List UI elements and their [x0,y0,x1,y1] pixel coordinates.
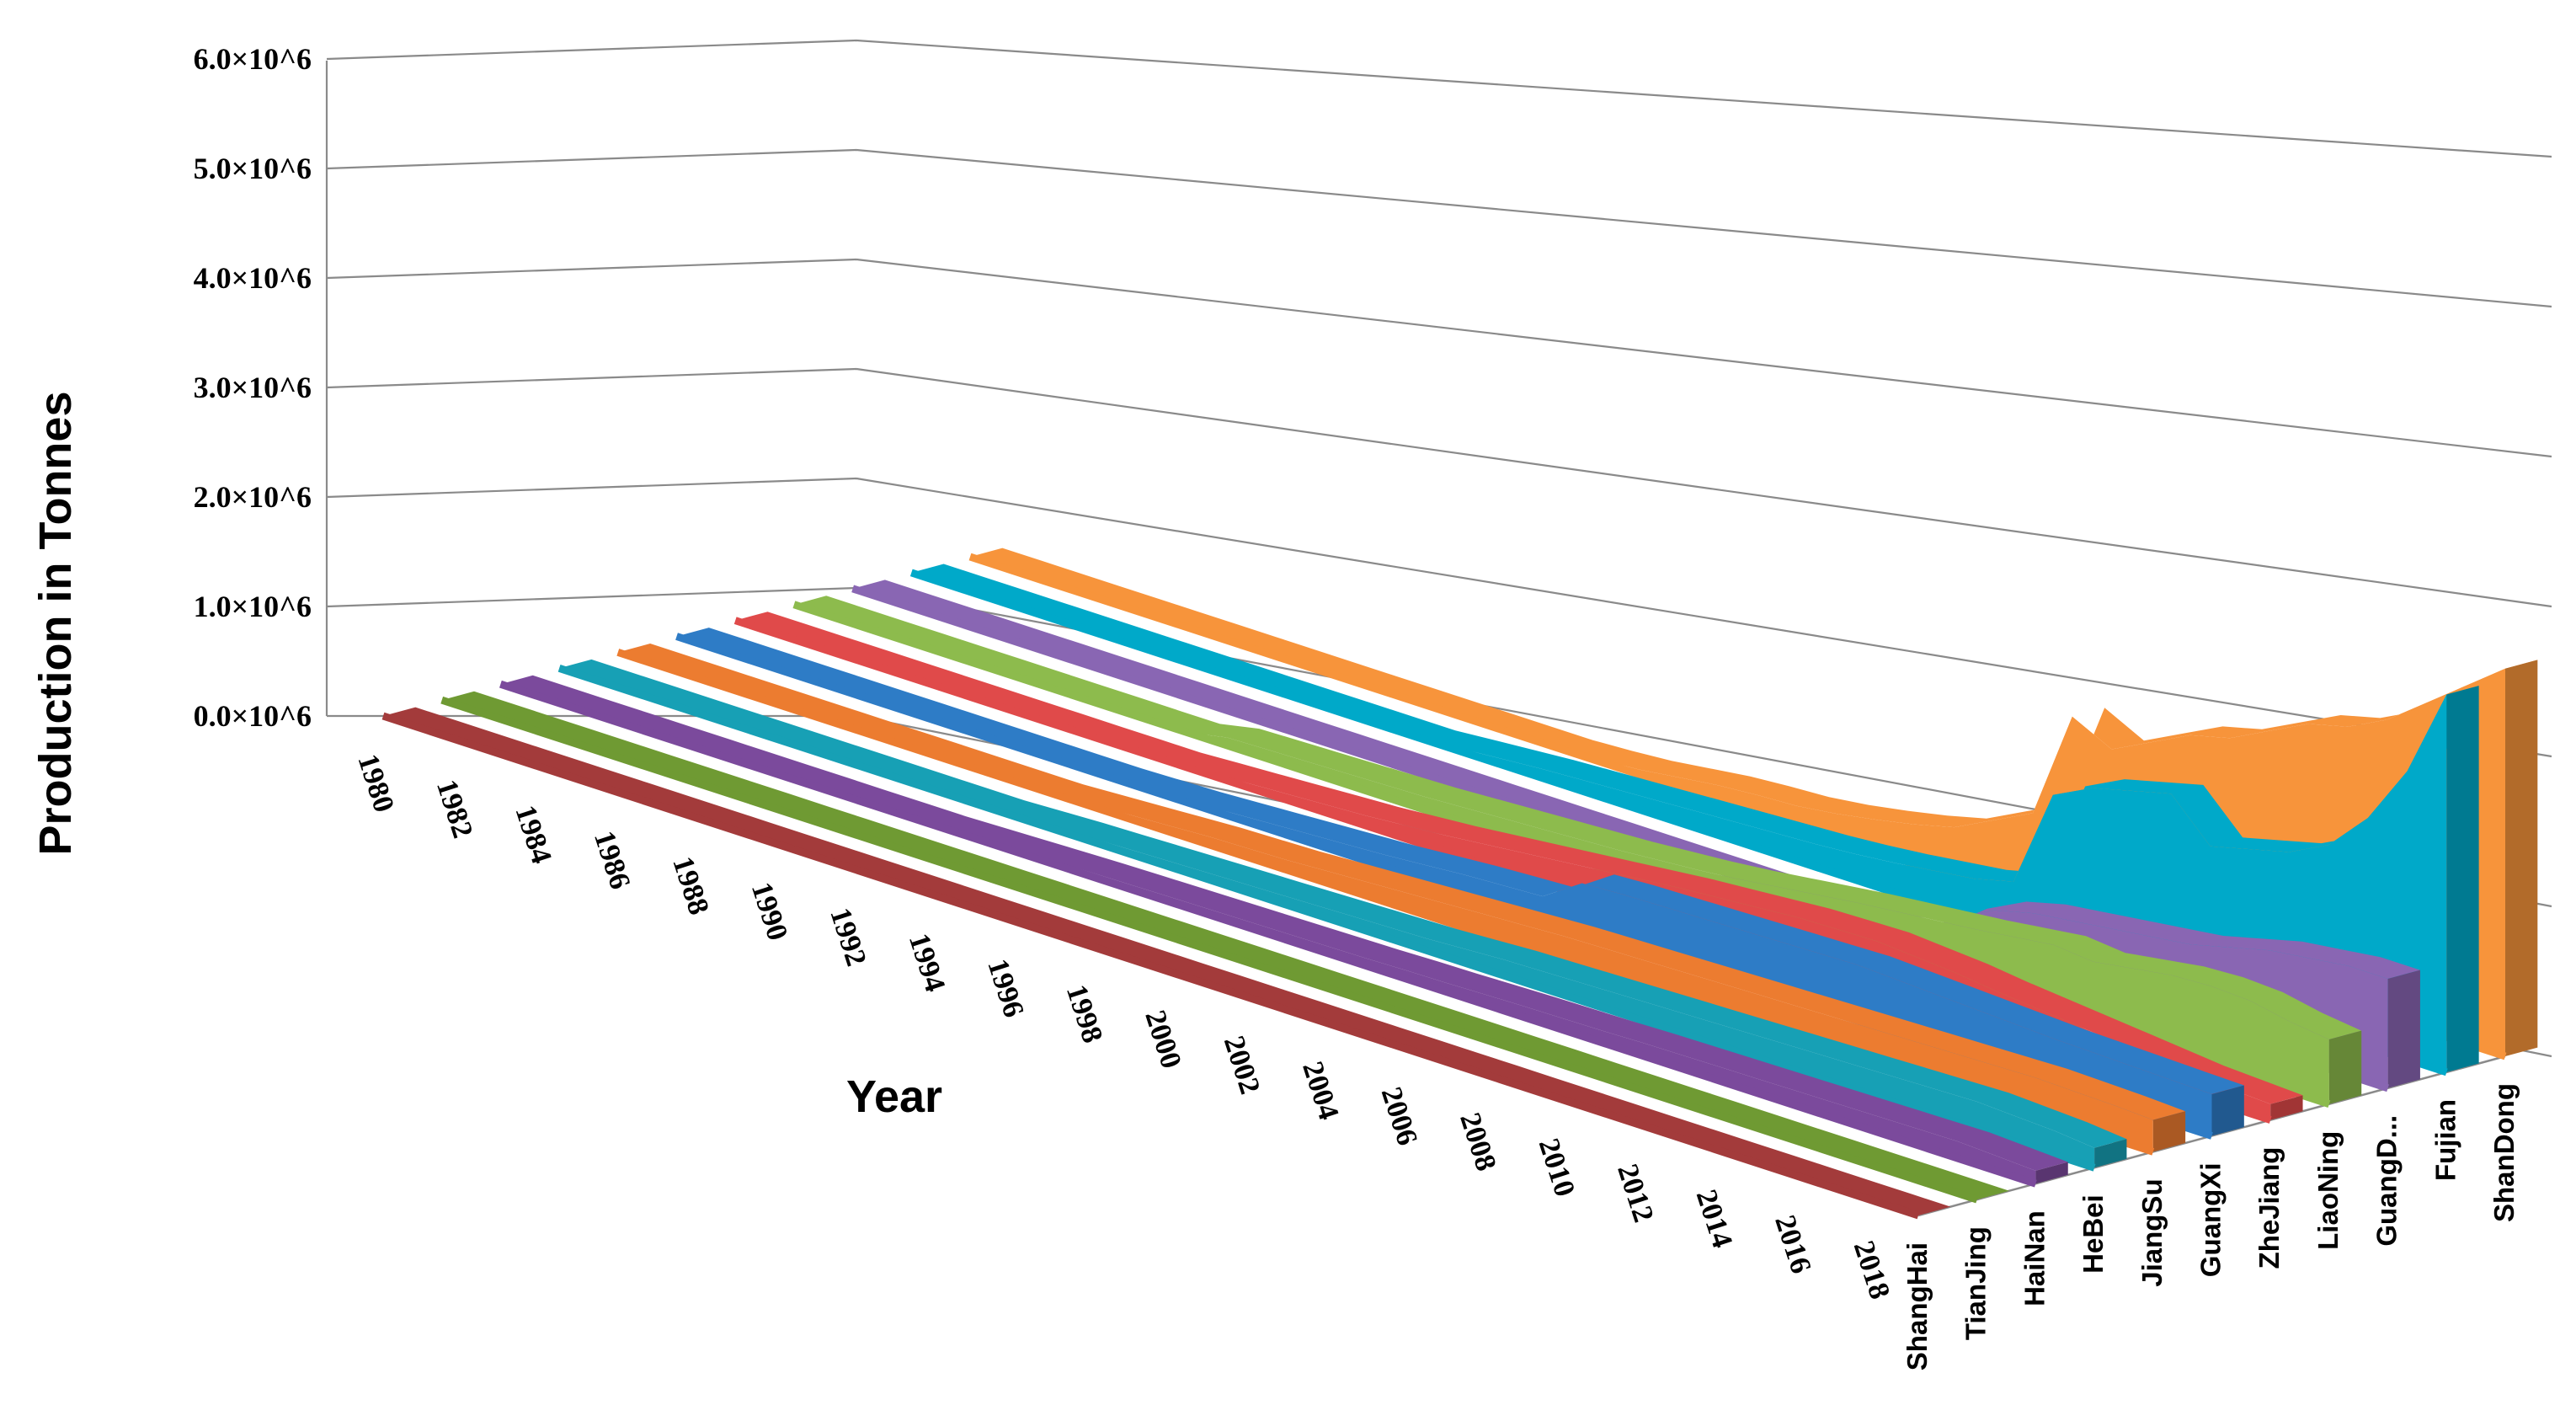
x-tick-label: 2018 [1848,1237,1897,1303]
x-axis-title: Year [846,1071,942,1122]
series-endcap-9 [2446,686,2479,1072]
series-top-6 [735,612,2303,1104]
series-endcap-5 [2211,1085,2244,1136]
depth-tick-label: TianJing [1960,1226,1992,1340]
gridline-back [856,39,2552,158]
x-tick-label: 1990 [745,879,795,945]
x-tick-label: 2012 [1611,1160,1661,1226]
depth-tick-label: GuangD... [2371,1115,2403,1247]
gridline-left [326,148,857,170]
series-top-0 [383,707,1951,1215]
gridline-back [856,367,2552,608]
series-hebei [557,659,2127,1172]
series-top-3 [559,659,2127,1148]
x-tick-label: 1998 [1060,980,1110,1047]
depth-tick-label: HeBei [2077,1194,2109,1274]
y-tick-label: 1.0×10^6 [194,590,312,623]
x-tick-label: 1984 [509,801,558,868]
series-endcap-7 [2328,1030,2362,1104]
series-top-2 [500,675,2068,1171]
series-endcap-10 [2505,660,2538,1056]
y-tick-label: 5.0×10^6 [194,152,312,185]
series-endcap-2 [2035,1162,2068,1184]
x-tick-label: 2008 [1453,1109,1503,1175]
x-tick-label: 2000 [1139,1007,1188,1073]
y-tick-label: 3.0×10^6 [194,371,312,404]
series-top-7 [793,596,2362,1039]
gridline-left [326,258,857,280]
series-endcap-4 [2152,1111,2186,1152]
y-tick-label: 2.0×10^6 [194,480,312,514]
series-shanghai [381,707,1951,1220]
depth-tick-label: HaiNan [2019,1210,2050,1306]
x-tick-label: 2004 [1296,1057,1346,1124]
depth-tick-label: JiangSu [2136,1178,2168,1286]
series-top-8 [852,580,2420,979]
series-layer [381,548,2538,1220]
series-endcap-6 [2270,1095,2303,1120]
x-tick-label: 2014 [1690,1185,1740,1252]
x-tick-label: 1992 [824,904,873,970]
series-floor-0 [381,712,1920,1220]
x-tick-label: 1986 [588,827,637,894]
series-top-5 [676,628,2244,1094]
series-floor-2 [499,680,2037,1188]
series-floor-3 [557,665,2096,1172]
depth-tick-label: ShangHai [1901,1242,1933,1370]
gridline-back [856,148,2552,308]
y-axis-ticks: 0.0×10^6 1.0×10^6 2.0×10^6 3.0×10^6 4.0×10^6… [194,42,312,733]
depth-tick-label: ShanDong [2488,1083,2520,1222]
depth-tick-label: Fujian [2429,1099,2461,1181]
y-tick-label: 4.0×10^6 [194,261,312,295]
gridline-left [326,39,857,61]
x-tick-label: 1988 [666,852,716,919]
x-tick-label: 2002 [1218,1032,1267,1098]
series-top-1 [441,691,2010,1200]
series-tianjing [440,691,2010,1204]
series-endcap-3 [2094,1139,2127,1168]
gridline-left [326,477,857,499]
y-tick-label: 6.0×10^6 [194,42,312,76]
series-hainan [499,675,2068,1188]
gridline-back [856,477,2552,758]
gridline-left [326,367,857,389]
series-floor-1 [440,696,1979,1204]
gridline-back [856,258,2552,458]
depth-axis-ticks: ShangHai TianJing HaiNan HeBei JiangSu GuangX… [1901,1083,2520,1370]
depth-tick-label: LiaoNing [2312,1131,2344,1250]
x-tick-label: 1980 [351,750,401,816]
x-tick-label: 1994 [903,929,952,996]
x-tick-label: 1982 [430,776,480,842]
depth-tick-label: GuangXi [2195,1163,2227,1278]
gridline-left [326,586,857,608]
series-top-4 [617,644,2186,1120]
x-tick-label: 2010 [1533,1135,1582,1201]
x-tick-label: 1996 [981,955,1031,1022]
y-axis-title: Production in Tonnes [30,392,81,856]
series-endcap-8 [2387,970,2420,1088]
x-tick-label: 2006 [1375,1083,1425,1150]
x-tick-label: 2016 [1768,1211,1818,1278]
y-tick-label: 0.0×10^6 [194,699,312,733]
depth-tick-label: ZheJiang [2253,1147,2285,1269]
